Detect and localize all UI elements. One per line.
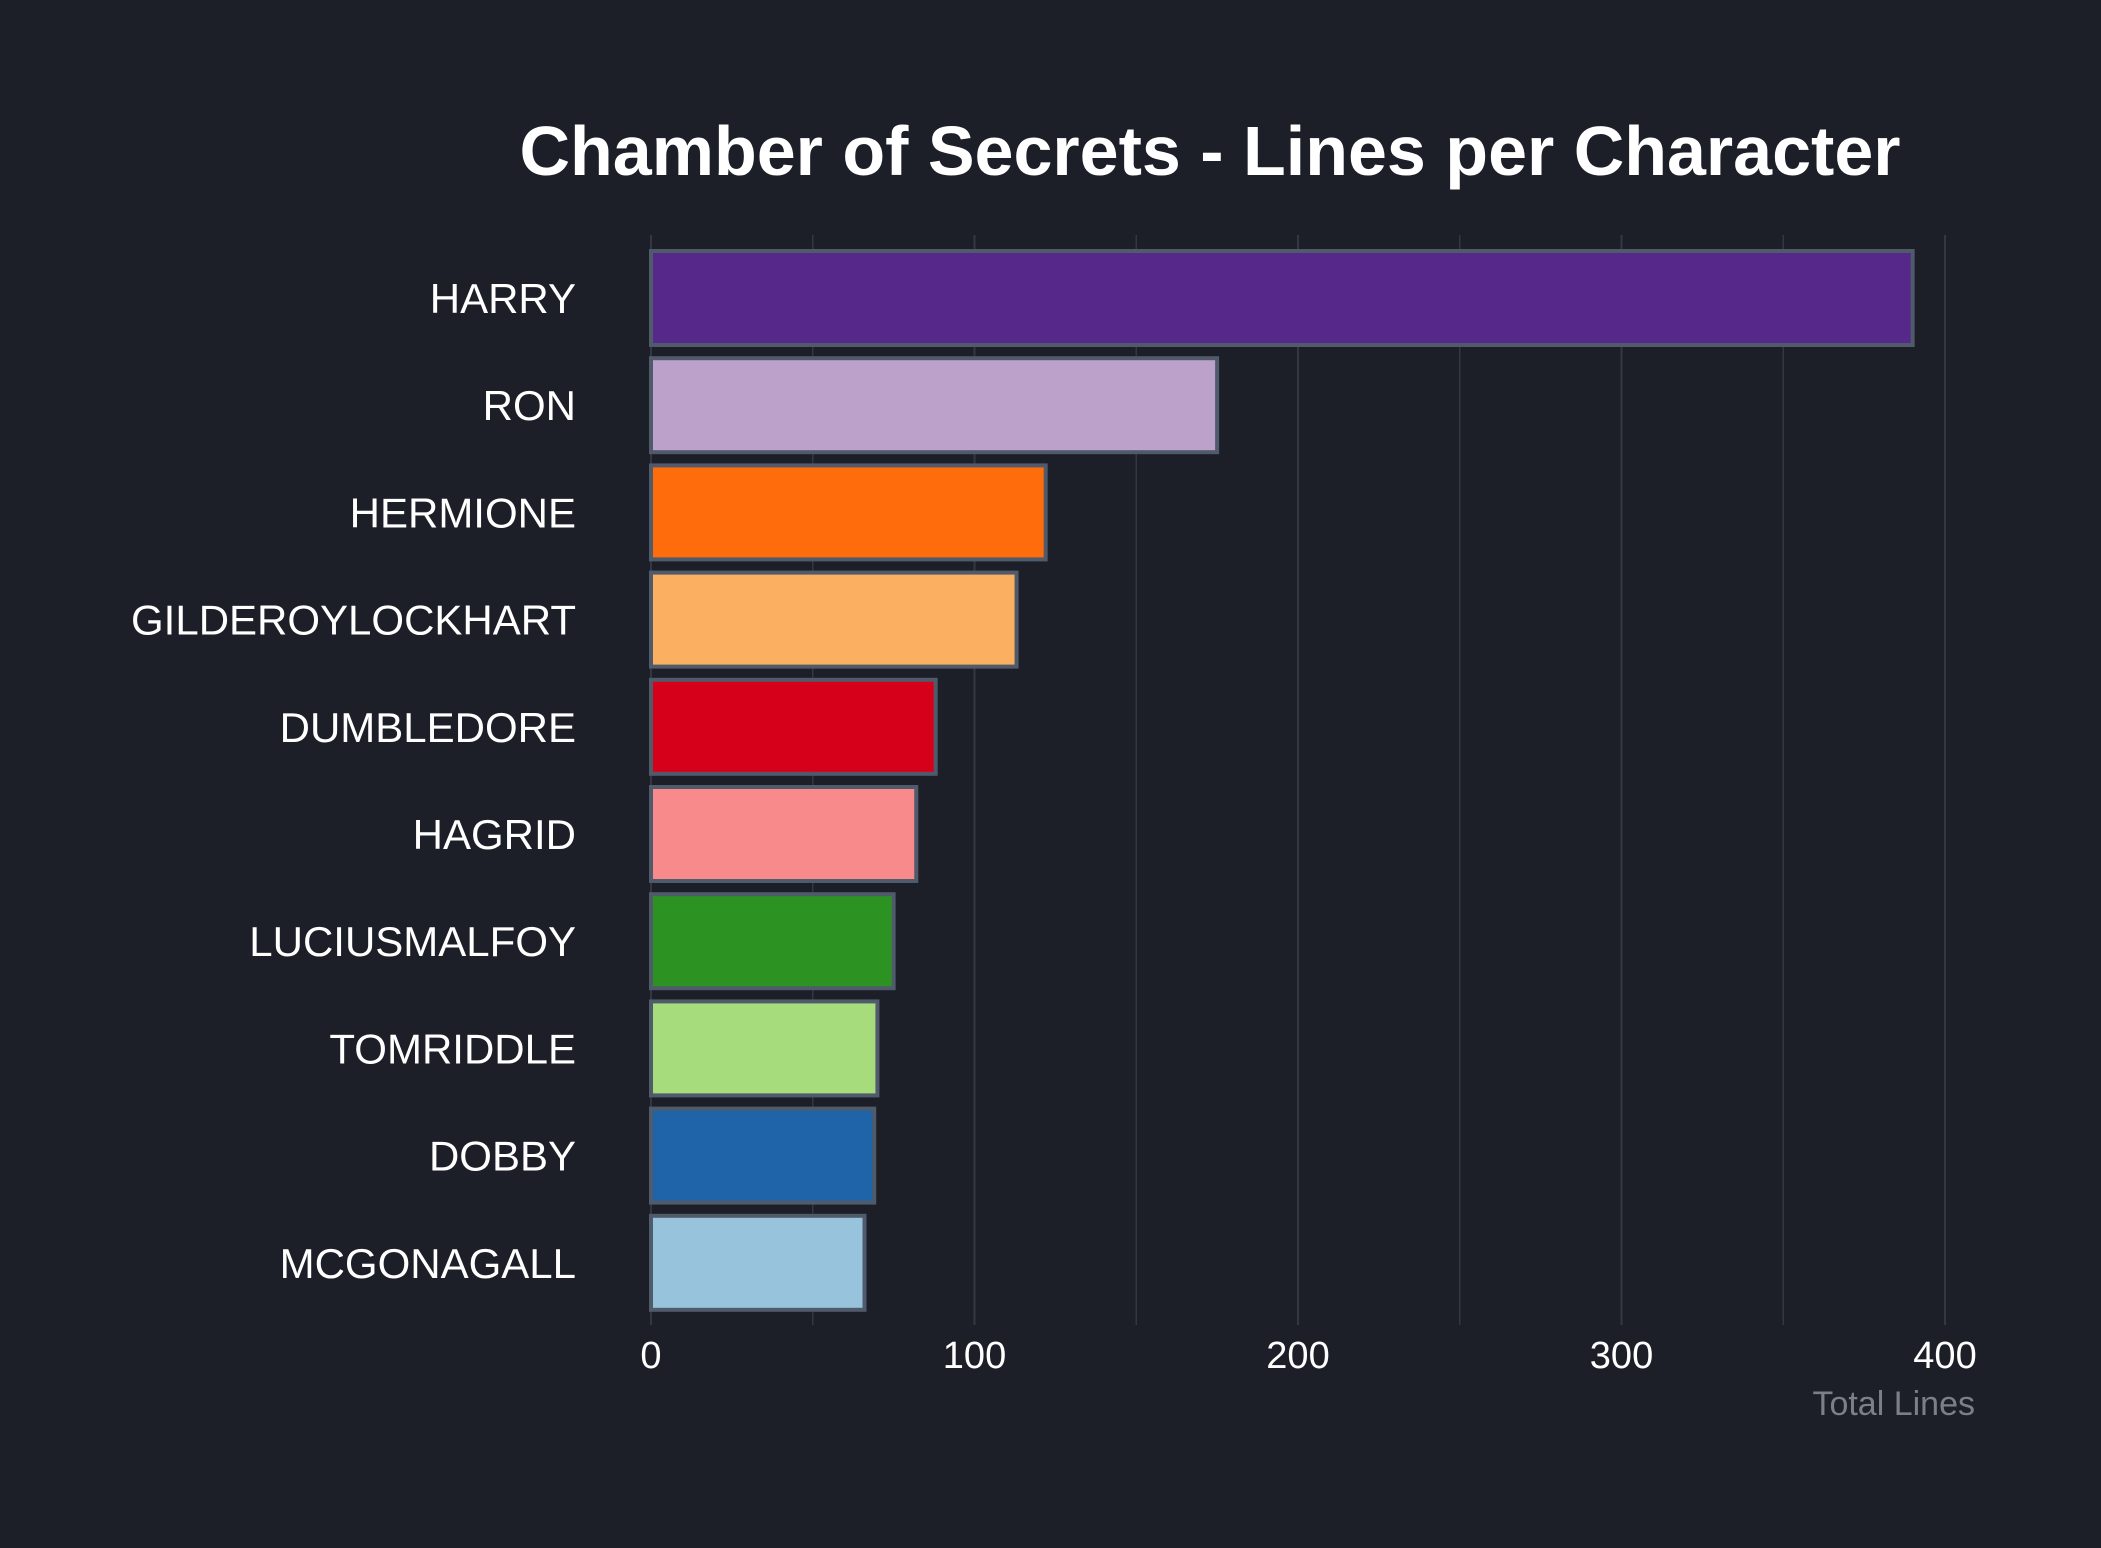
bars [649, 249, 1915, 1312]
category-label-gilderoylockhart: GILDEROYLOCKHART [131, 597, 576, 644]
category-label-dumbledore: DUMBLEDORE [280, 704, 576, 751]
category-label-tomriddle: TOMRIDDLE [329, 1025, 576, 1072]
bar-hermione [649, 463, 1048, 562]
x-tick-label: 200 [1266, 1335, 1329, 1377]
category-label-hagrid: HAGRID [413, 811, 576, 858]
x-tick-label: 100 [943, 1335, 1006, 1377]
category-label-hermione: HERMIONE [350, 489, 576, 536]
bar-ron [649, 356, 1220, 455]
category-label-ron: RON [483, 382, 576, 429]
bar-harry [649, 249, 1915, 347]
category-label-dobby: DOBBY [429, 1133, 576, 1180]
x-tick-label: 400 [1913, 1335, 1976, 1377]
bar-gilderoylockhart [649, 570, 1019, 669]
bar-mcgonagall [649, 1213, 867, 1312]
category-label-luciusmalfoy: LUCIUSMALFOY [249, 918, 576, 965]
x-tick-label: 300 [1590, 1335, 1653, 1377]
bar-luciusmalfoy [649, 892, 896, 991]
category-label-harry: HARRY [430, 275, 576, 322]
x-tick-labels: 0 100 200 300 400 [640, 1335, 1976, 1377]
category-label-mcgonagall: MCGONAGALL [280, 1240, 576, 1287]
bar-hagrid [649, 785, 919, 883]
chart-title: Chamber of Secrets - Lines per Character [519, 112, 1900, 190]
bar-dumbledore [649, 677, 938, 776]
bar-tomriddle [649, 999, 880, 1098]
x-axis-title: Total Lines [1812, 1385, 1975, 1423]
category-labels: HARRY RON HERMIONE GILDEROYLOCKHART DUMBLEDO… [131, 275, 576, 1287]
x-tick-label: 0 [640, 1335, 661, 1377]
bar-dobby [649, 1106, 877, 1205]
